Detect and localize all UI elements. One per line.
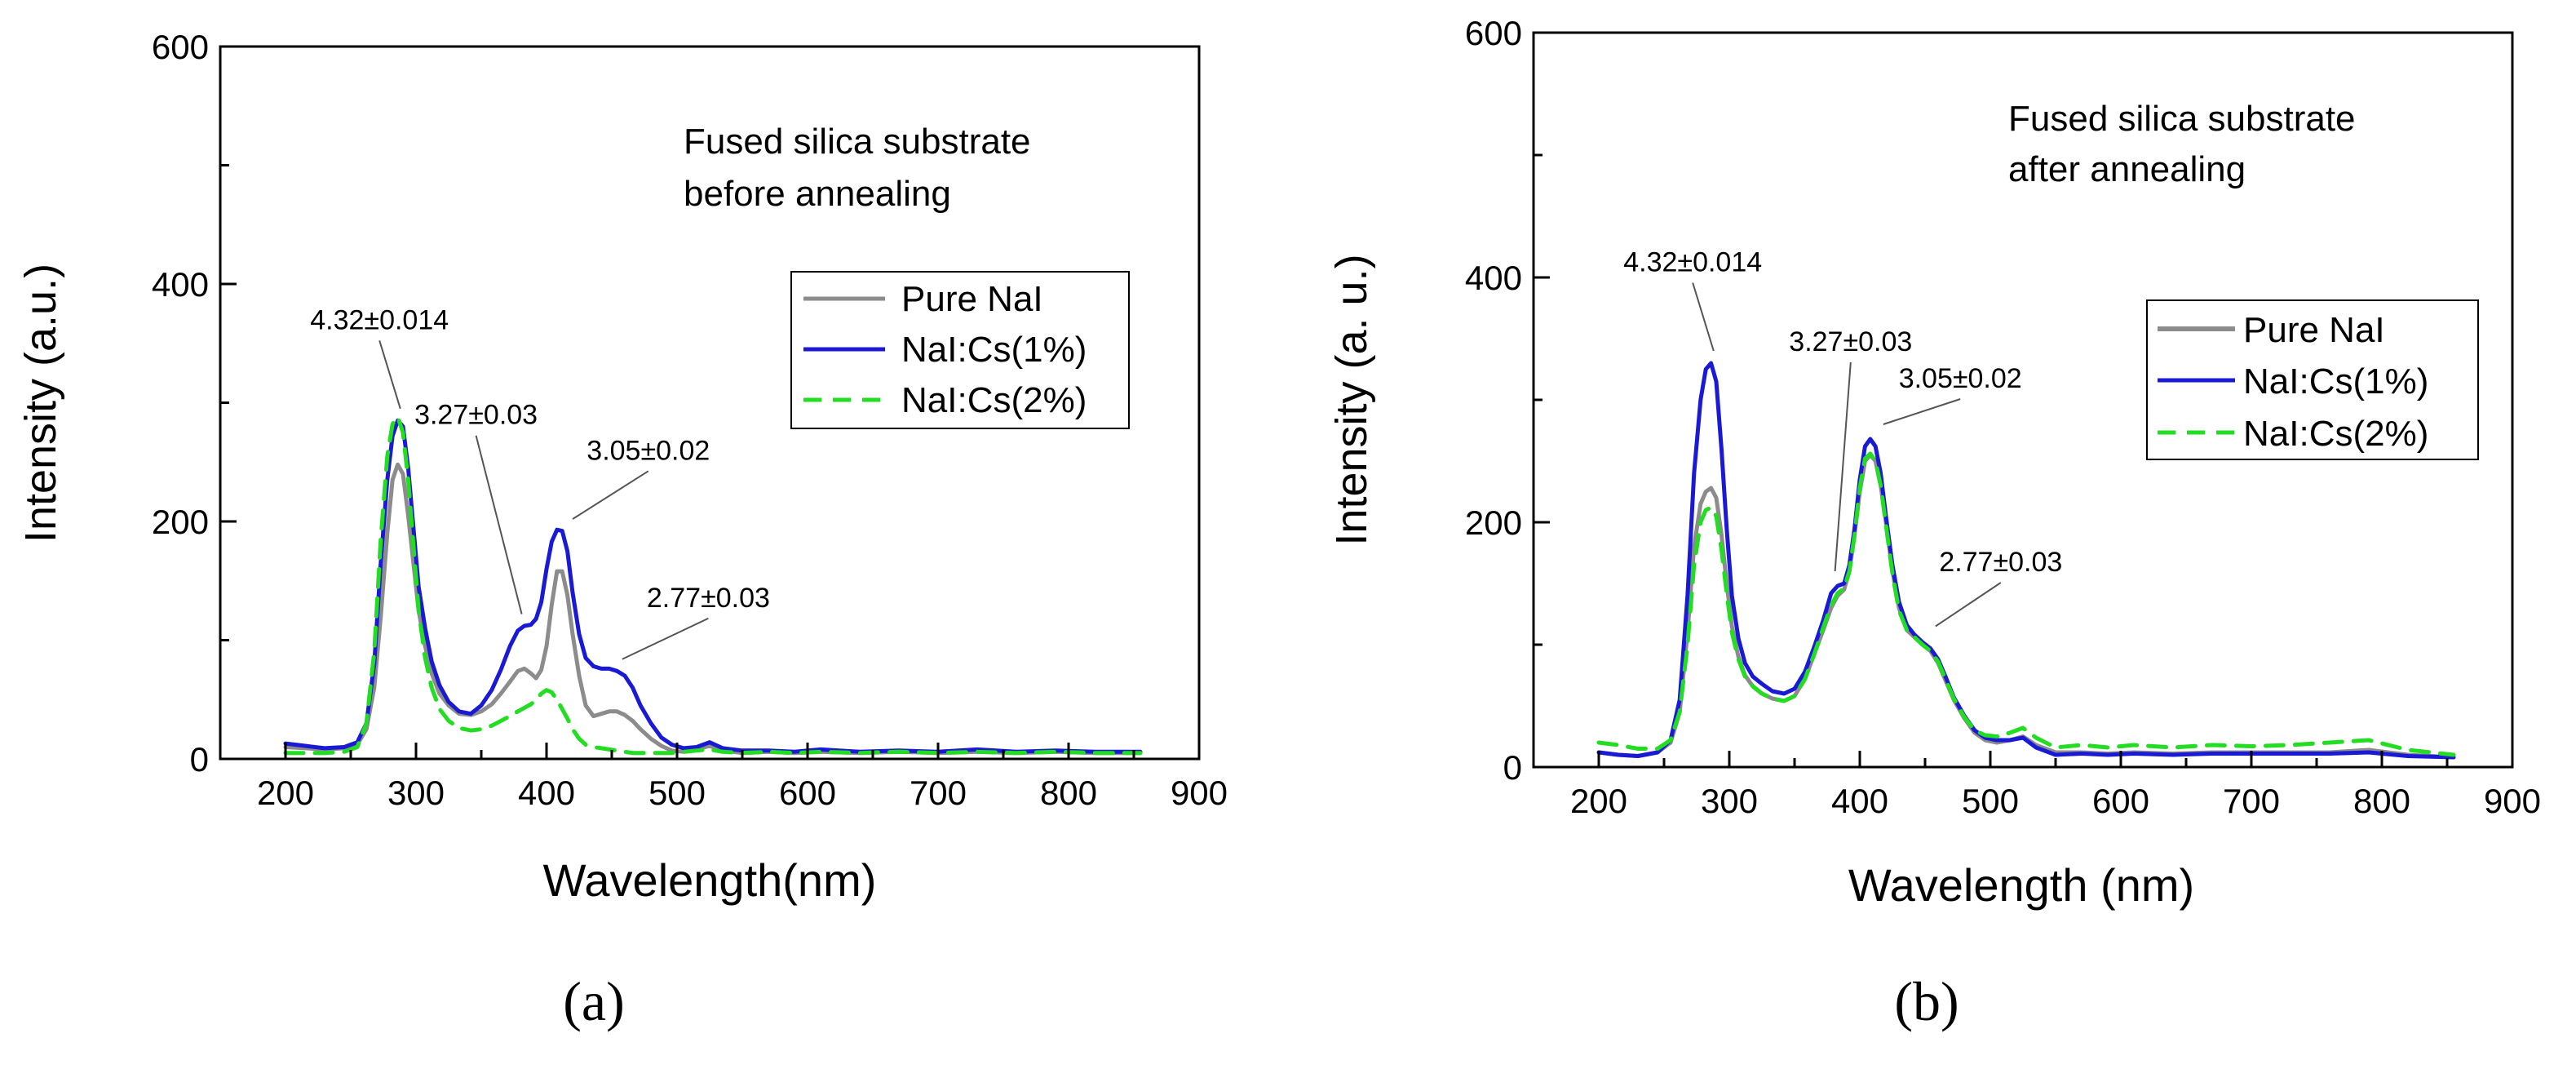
x-tick-label: 700 bbox=[910, 774, 967, 812]
legend-label-pure-nai: Pure NaI bbox=[2243, 310, 2385, 350]
panel-label: (a) bbox=[563, 970, 624, 1032]
series-layer-a bbox=[283, 415, 1143, 756]
annotation-line-2: before annealing bbox=[684, 174, 951, 214]
peak-leader-line bbox=[378, 339, 401, 410]
x-tick-label: 400 bbox=[518, 774, 575, 812]
annotation-line-1: Fused silica substrate bbox=[684, 122, 1031, 162]
peak-label: 3.05±0.02 bbox=[1899, 363, 2022, 394]
annotation-line-1: Fused silica substrate bbox=[2008, 99, 2356, 139]
legend: Pure NaI NaI:Cs(1%) NaI:Cs(2%) bbox=[790, 271, 1130, 429]
y-tick-label: 600 bbox=[1465, 14, 1522, 52]
series-line-nai-cs-1 bbox=[1596, 361, 2456, 760]
peak-label: 2.77±0.03 bbox=[647, 583, 770, 614]
x-tick-label: 400 bbox=[1831, 782, 1888, 820]
peak-label: 4.32±0.014 bbox=[310, 304, 449, 335]
y-tick-label: 200 bbox=[152, 503, 209, 541]
y-axis-label: Intensity (a. u.) bbox=[1327, 254, 1376, 545]
chart-panel-a: 200 300 400 500 600 700 800 900 0 200 400 600 Inten… bbox=[16, 28, 1228, 1032]
peak-label: 3.05±0.02 bbox=[586, 435, 710, 466]
peak-leader-line bbox=[475, 435, 523, 614]
x-tick-label: 200 bbox=[257, 774, 314, 812]
ticks-layer-a: 200 300 400 500 600 700 800 900 0 200 400 600 bbox=[152, 28, 1228, 812]
x-axis-label: Wavelength(nm) bbox=[543, 854, 877, 906]
legend-label-nai-cs-2: NaI:Cs(2%) bbox=[901, 380, 1087, 420]
peak-labels-b: 4.32±0.014 3.27±0.03 3.05±0.02 2.77±0.03 bbox=[1623, 247, 2062, 628]
peak-label: 3.27±0.03 bbox=[414, 400, 538, 431]
series-layer-b bbox=[1596, 361, 2456, 760]
x-tick-label: 800 bbox=[2353, 782, 2410, 820]
panel-label: (b) bbox=[1894, 970, 1959, 1032]
y-tick-label: 0 bbox=[1503, 748, 1522, 787]
legend-label-pure-nai: Pure NaI bbox=[901, 279, 1043, 319]
legend-label-nai-cs-1: NaI:Cs(1%) bbox=[2243, 362, 2428, 401]
legend-label-nai-cs-1: NaI:Cs(1%) bbox=[901, 330, 1087, 370]
legend-label-nai-cs-2: NaI:Cs(2%) bbox=[2243, 414, 2428, 454]
x-tick-label: 900 bbox=[2484, 782, 2541, 820]
x-tick-label: 900 bbox=[1171, 774, 1228, 812]
chart-panel-b: 200 300 400 500 600 700 800 900 0 200 400 600 Inten… bbox=[1327, 14, 2541, 1032]
peak-leader-line bbox=[1834, 362, 1852, 572]
x-tick-label: 200 bbox=[1570, 782, 1627, 820]
peak-labels-a: 4.32±0.014 3.27±0.03 3.05±0.02 2.77±0.03 bbox=[310, 304, 770, 660]
peak-label: 3.27±0.03 bbox=[1789, 326, 1912, 357]
peak-leader-line bbox=[572, 470, 649, 520]
y-tick-label: 600 bbox=[152, 28, 209, 66]
series-line-nai-cs-2 bbox=[1596, 451, 2456, 757]
y-tick-label: 400 bbox=[152, 265, 209, 304]
x-tick-label: 600 bbox=[2092, 782, 2149, 820]
y-axis-label: Intensity (a.u.) bbox=[16, 264, 65, 543]
peak-leader-line bbox=[1935, 582, 2002, 628]
legend: Pure NaI NaI:Cs(1%) NaI:Cs(2%) bbox=[2146, 299, 2479, 460]
series-line-nai-cs-2 bbox=[283, 415, 1143, 756]
x-tick-label: 600 bbox=[779, 774, 836, 812]
peak-leader-line bbox=[1692, 282, 1715, 352]
x-tick-label: 500 bbox=[1962, 782, 2019, 820]
peak-label: 2.77±0.03 bbox=[1939, 547, 2062, 578]
peak-leader-line bbox=[1883, 398, 1961, 425]
annotation-line-2: after annealing bbox=[2008, 149, 2246, 189]
x-tick-label: 800 bbox=[1040, 774, 1097, 812]
y-tick-label: 400 bbox=[1465, 259, 1522, 297]
x-tick-label: 500 bbox=[648, 774, 706, 812]
x-axis-label: Wavelength (nm) bbox=[1848, 859, 2194, 911]
y-tick-label: 0 bbox=[190, 740, 209, 778]
x-tick-label: 700 bbox=[2223, 782, 2280, 820]
y-tick-label: 200 bbox=[1465, 503, 1522, 542]
x-tick-label: 300 bbox=[387, 774, 445, 812]
peak-label: 4.32±0.014 bbox=[1623, 247, 1762, 278]
x-tick-label: 300 bbox=[1701, 782, 1758, 820]
peak-leader-line bbox=[622, 617, 709, 660]
ticks-layer-b: 200 300 400 500 600 700 800 900 0 200 400 600 bbox=[1465, 14, 2541, 820]
